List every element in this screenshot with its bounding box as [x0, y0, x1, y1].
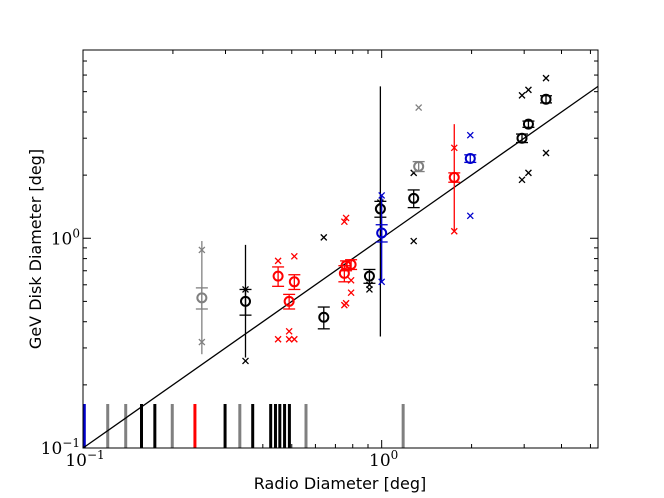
data-point	[376, 227, 388, 239]
y-axis-label: GeV Disk Diameter [deg]	[26, 149, 45, 349]
x-marker	[518, 91, 526, 99]
data-point	[196, 292, 208, 304]
x-marker	[466, 131, 474, 139]
data-point	[272, 270, 284, 282]
x-marker	[274, 335, 282, 343]
x-marker	[347, 289, 355, 297]
x-marker	[198, 246, 206, 254]
data-point	[288, 276, 300, 288]
x-marker	[378, 278, 386, 286]
x-marker	[285, 327, 293, 335]
data-point	[516, 132, 528, 144]
x-marker	[376, 199, 384, 207]
x-marker	[365, 286, 373, 293]
plot-frame	[82, 49, 599, 449]
data-point	[374, 203, 386, 215]
x-marker	[518, 176, 526, 184]
x-marker	[320, 233, 328, 241]
plot-area	[83, 74, 598, 448]
x-axis-label: Radio Diameter [deg]	[254, 474, 426, 493]
x-tick-label: 10−1	[65, 448, 104, 471]
x-marker	[274, 257, 282, 265]
data-point	[338, 267, 350, 279]
data-point	[240, 295, 252, 307]
x-marker	[342, 214, 350, 222]
y-tick-label: 100	[51, 226, 80, 249]
data-point	[540, 93, 552, 105]
axis-ticks	[82, 50, 598, 449]
x-marker	[542, 149, 550, 157]
data-point	[413, 160, 425, 172]
tick-labels: 10−1 100 10−1 100	[41, 226, 399, 471]
reference-line	[83, 85, 598, 448]
data-point	[408, 192, 420, 204]
x-marker	[542, 74, 550, 82]
data-point	[283, 295, 295, 307]
data-point	[464, 153, 476, 165]
data-point	[363, 270, 375, 282]
data-point	[522, 118, 534, 130]
x-marker	[340, 218, 348, 226]
y-tick-label: 10−1	[41, 436, 80, 459]
x-marker	[524, 169, 532, 177]
x-marker	[415, 104, 423, 112]
x-marker	[410, 237, 418, 245]
x-marker	[378, 191, 386, 199]
x-marker	[242, 286, 249, 293]
x-marker	[466, 212, 474, 220]
x-marker	[342, 299, 350, 307]
data-point	[448, 171, 460, 183]
x-marker	[524, 86, 532, 94]
x-marker	[198, 338, 206, 346]
x-marker	[285, 335, 293, 343]
x-marker	[450, 144, 458, 152]
x-tick-label: 100	[369, 448, 398, 471]
x-marker	[290, 335, 298, 343]
x-marker	[347, 276, 355, 284]
x-marker	[242, 357, 249, 365]
data-point	[345, 258, 357, 270]
x-marker	[290, 252, 298, 260]
data-point	[318, 311, 330, 323]
x-marker	[450, 227, 458, 235]
